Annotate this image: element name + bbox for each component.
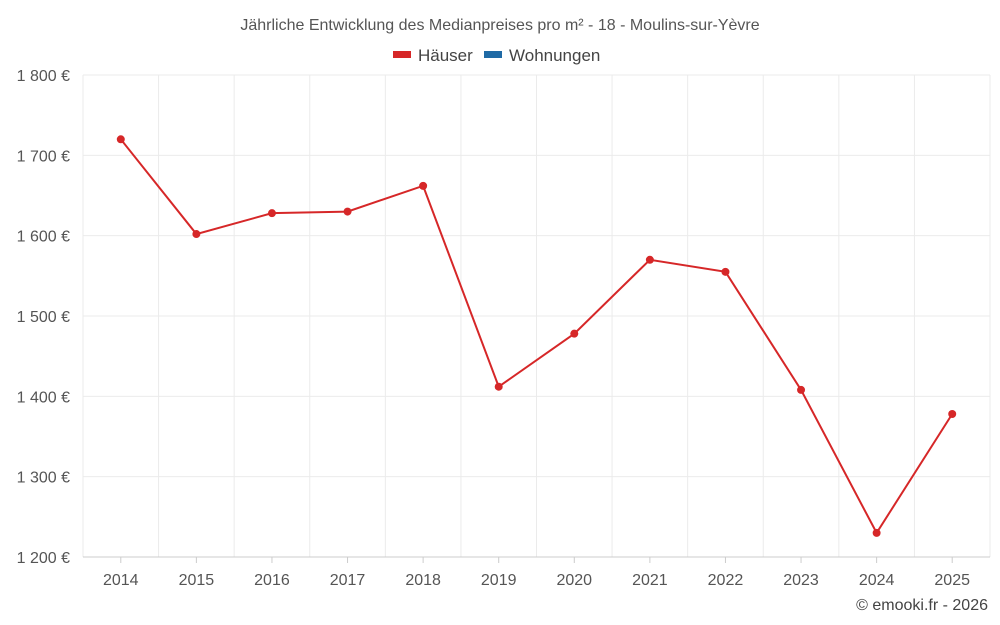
y-tick-label: 1 500 € <box>17 309 70 326</box>
x-tick-label: 2018 <box>405 572 441 589</box>
y-tick-label: 1 800 € <box>17 68 70 85</box>
data-point-2015[interactable] <box>192 230 201 239</box>
chart-title: Jährliche Entwicklung des Medianpreises … <box>240 17 759 34</box>
credit-text: © emooki.fr - 2026 <box>856 597 988 614</box>
data-point-2024[interactable] <box>872 528 881 537</box>
legend: Häuser Wohnungen <box>393 46 600 65</box>
x-tick-label: 2021 <box>632 572 668 589</box>
x-tick-label: 2020 <box>556 572 592 589</box>
y-axis: 1 200 € 1 300 € 1 400 € 1 500 € 1 600 € 1 700… <box>17 68 70 567</box>
x-tick-label: 2014 <box>103 572 139 589</box>
data-point-2020[interactable] <box>570 329 579 338</box>
y-tick-label: 1 700 € <box>17 148 70 165</box>
legend-item-wohnungen[interactable]: Wohnungen <box>484 46 600 65</box>
y-tick-label: 1 200 € <box>17 550 70 567</box>
x-tick-label: 2019 <box>481 572 517 589</box>
x-tick-label: 2016 <box>254 572 290 589</box>
x-tick-label: 2023 <box>783 572 819 589</box>
series-haeuser <box>116 135 957 537</box>
legend-swatch-haeuser <box>393 51 411 58</box>
data-point-2016[interactable] <box>267 209 276 218</box>
data-point-2022[interactable] <box>721 267 730 276</box>
data-point-2019[interactable] <box>494 382 503 391</box>
y-tick-label: 1 300 € <box>17 470 70 487</box>
data-point-2018[interactable] <box>419 181 428 190</box>
data-point-2014[interactable] <box>116 135 125 144</box>
data-point-2017[interactable] <box>343 207 352 216</box>
y-gridlines <box>83 74 990 558</box>
x-axis: 2014 2015 2016 2017 2018 2019 2020 2021 2022 2023… <box>103 557 970 589</box>
y-tick-label: 1 600 € <box>17 229 70 246</box>
x-tick-label: 2025 <box>934 572 970 589</box>
y-tick-label: 1 400 € <box>17 389 70 406</box>
x-tick-label: 2022 <box>708 572 744 589</box>
x-tick-label: 2015 <box>179 572 215 589</box>
legend-swatch-wohnungen <box>484 51 502 58</box>
x-tick-label: 2024 <box>859 572 895 589</box>
data-point-2021[interactable] <box>645 255 654 264</box>
legend-item-haeuser[interactable]: Häuser <box>393 46 473 65</box>
data-point-2023[interactable] <box>797 385 806 394</box>
legend-label-wohnungen: Wohnungen <box>509 46 600 65</box>
series-line <box>120 138 954 535</box>
data-point-2025[interactable] <box>948 410 957 419</box>
x-tick-label: 2017 <box>330 572 366 589</box>
legend-label-haeuser: Häuser <box>418 46 473 65</box>
